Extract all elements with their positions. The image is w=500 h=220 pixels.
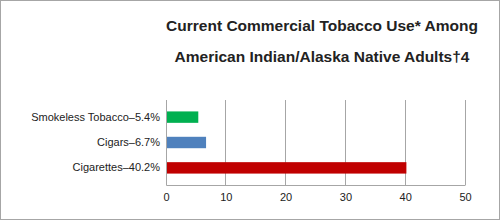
x-tick: 10 <box>220 185 232 203</box>
x-axis: 0 10 20 30 40 50 <box>163 185 471 203</box>
y-tick: Smokeless Tobacco–5.4% <box>31 111 166 123</box>
grid-line <box>465 100 466 185</box>
chart-container: Current Commercial Tobacco Use* Among Ame… <box>0 0 500 220</box>
bar <box>166 111 198 122</box>
bar <box>166 137 206 148</box>
grid <box>166 100 465 185</box>
x-tick-label: 20 <box>280 191 292 203</box>
title: Current Commercial Tobacco Use* Among Ame… <box>166 17 478 65</box>
x-tick: 20 <box>280 185 292 203</box>
chart-frame <box>1 1 500 220</box>
y-tick: Cigars–6.7% <box>97 136 166 148</box>
y-tick-label: Cigars–6.7% <box>97 136 160 148</box>
y-tick-label: Smokeless Tobacco–5.4% <box>31 111 160 123</box>
bars <box>166 111 406 173</box>
x-tick-label: 10 <box>220 191 232 203</box>
y-axis: Smokeless Tobacco–5.4% Cigars–6.7% Cigaret… <box>31 101 166 186</box>
x-tick-label: 30 <box>340 191 352 203</box>
title-line: Current Commercial Tobacco Use* Among <box>166 17 478 34</box>
x-tick: 50 <box>459 185 471 203</box>
y-tick: Cigarettes–40.2% <box>73 161 166 173</box>
bar <box>166 162 406 173</box>
x-tick-label: 40 <box>400 191 412 203</box>
y-tick-label: Cigarettes–40.2% <box>73 161 161 173</box>
x-axis-line <box>167 185 466 186</box>
y-axis-line <box>166 101 167 186</box>
x-tick: 0 <box>163 185 169 203</box>
grid-line <box>166 100 167 185</box>
x-tick: 30 <box>340 185 352 203</box>
chart-svg: Current Commercial Tobacco Use* Among Ame… <box>0 0 500 220</box>
x-tick-label: 50 <box>459 191 471 203</box>
x-tick: 40 <box>400 185 412 203</box>
title-line: American Indian/Alaska Native Adults†4 <box>175 48 470 65</box>
x-tick-label: 0 <box>163 191 169 203</box>
